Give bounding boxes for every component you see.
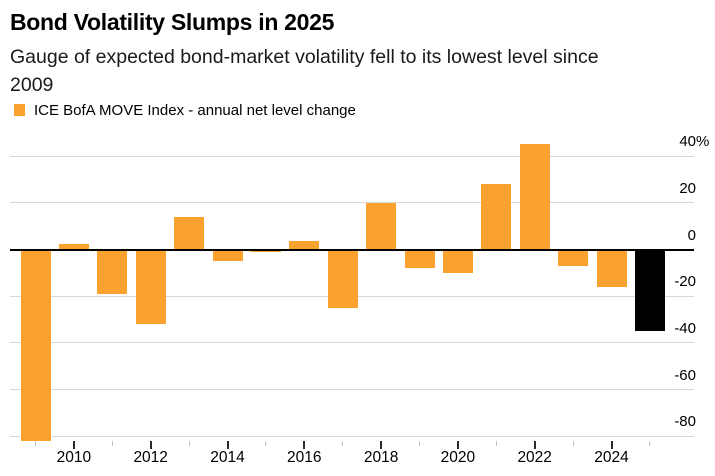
bar-2012 bbox=[135, 249, 166, 325]
x-axis-tick-2023 bbox=[572, 441, 574, 446]
x-axis-label-2018: 2018 bbox=[363, 449, 399, 466]
x-axis-tick-2012 bbox=[149, 441, 152, 449]
y-axis-label--40: -40 bbox=[674, 319, 696, 337]
y-axis-label--80: -80 bbox=[674, 413, 696, 431]
bar-2013 bbox=[174, 216, 205, 250]
x-axis-label-2024: 2024 bbox=[594, 449, 629, 466]
legend: ICE BofA MOVE Index - annual net level c… bbox=[14, 101, 356, 119]
chart-subtitle-line2: 2009 bbox=[10, 74, 54, 96]
bar-2018 bbox=[366, 202, 397, 250]
bar-2017 bbox=[327, 249, 358, 308]
x-axis-tick-2013 bbox=[188, 441, 190, 446]
bar-2023 bbox=[558, 249, 589, 266]
bar-2016 bbox=[289, 241, 320, 250]
bar-2015 bbox=[250, 249, 281, 252]
x-axis-label-2010: 2010 bbox=[56, 449, 92, 466]
y-axis-label-0: 0 bbox=[687, 226, 696, 244]
y-axis-unit: % bbox=[696, 133, 710, 151]
x-axis-label-2014: 2014 bbox=[210, 449, 245, 466]
x-axis-tick-2020 bbox=[456, 441, 459, 449]
x-axis-tick-2015 bbox=[265, 441, 267, 446]
x-axis-tick-2009 bbox=[35, 441, 36, 446]
x-axis-tick-2018 bbox=[380, 441, 383, 449]
x-axis-label-2020: 2020 bbox=[440, 449, 476, 466]
y-axis-label--60: -60 bbox=[674, 366, 696, 384]
bar-2009 bbox=[20, 249, 51, 441]
bar-2014 bbox=[212, 249, 243, 262]
gridline-40 bbox=[10, 155, 694, 157]
bar-2024 bbox=[596, 249, 627, 287]
x-axis-tick-2014 bbox=[226, 441, 229, 449]
x-axis-label-2022: 2022 bbox=[517, 449, 552, 466]
x-axis-tick-2021 bbox=[495, 441, 497, 446]
bar-2021 bbox=[481, 184, 512, 250]
chart-subtitle-line1: Gauge of expected bond-market volatility… bbox=[10, 46, 599, 68]
zero-line bbox=[10, 248, 694, 251]
x-axis-tick-2019 bbox=[419, 441, 420, 446]
gridline--80 bbox=[10, 435, 694, 437]
gridline-20 bbox=[10, 202, 694, 204]
x-axis-tick-2025 bbox=[649, 441, 651, 446]
x-axis-label-2016: 2016 bbox=[287, 449, 322, 466]
x-axis-label-2012: 2012 bbox=[133, 449, 168, 466]
x-axis-tick-2017 bbox=[342, 441, 344, 446]
gridline--40 bbox=[10, 342, 694, 344]
bar-2010 bbox=[58, 243, 89, 250]
x-axis-tick-2010 bbox=[72, 441, 75, 449]
x-axis-tick-2022 bbox=[533, 441, 536, 449]
bar-2025 bbox=[634, 249, 665, 332]
gridline--60 bbox=[10, 389, 694, 391]
y-axis-label--20: -20 bbox=[674, 273, 696, 291]
chart-title: Bond Volatility Slumps in 2025 bbox=[10, 9, 335, 35]
chart-subtitle: Gauge of expected bond-market volatility… bbox=[10, 43, 599, 99]
y-axis-label-40: 40% bbox=[679, 133, 710, 151]
x-axis-tick-2016 bbox=[303, 441, 306, 449]
legend-swatch-icon bbox=[14, 104, 25, 116]
legend-label: ICE BofA MOVE Index - annual net level c… bbox=[34, 101, 356, 119]
x-axis-tick-2024 bbox=[610, 441, 613, 449]
bar-2011 bbox=[97, 249, 128, 294]
x-axis-tick-2011 bbox=[111, 441, 113, 446]
bar-2022 bbox=[519, 144, 550, 250]
y-axis-label-20: 20 bbox=[679, 179, 696, 197]
bar-2020 bbox=[442, 249, 473, 273]
bar-2019 bbox=[404, 249, 435, 269]
